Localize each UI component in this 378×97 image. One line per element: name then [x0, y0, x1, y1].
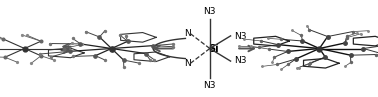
Text: N3: N3 — [203, 81, 216, 90]
Text: N: N — [184, 29, 191, 38]
Text: Si: Si — [208, 43, 219, 54]
Text: N3: N3 — [234, 56, 247, 65]
Text: N3: N3 — [234, 32, 247, 41]
Text: N3: N3 — [203, 7, 216, 16]
Text: N: N — [184, 59, 191, 68]
